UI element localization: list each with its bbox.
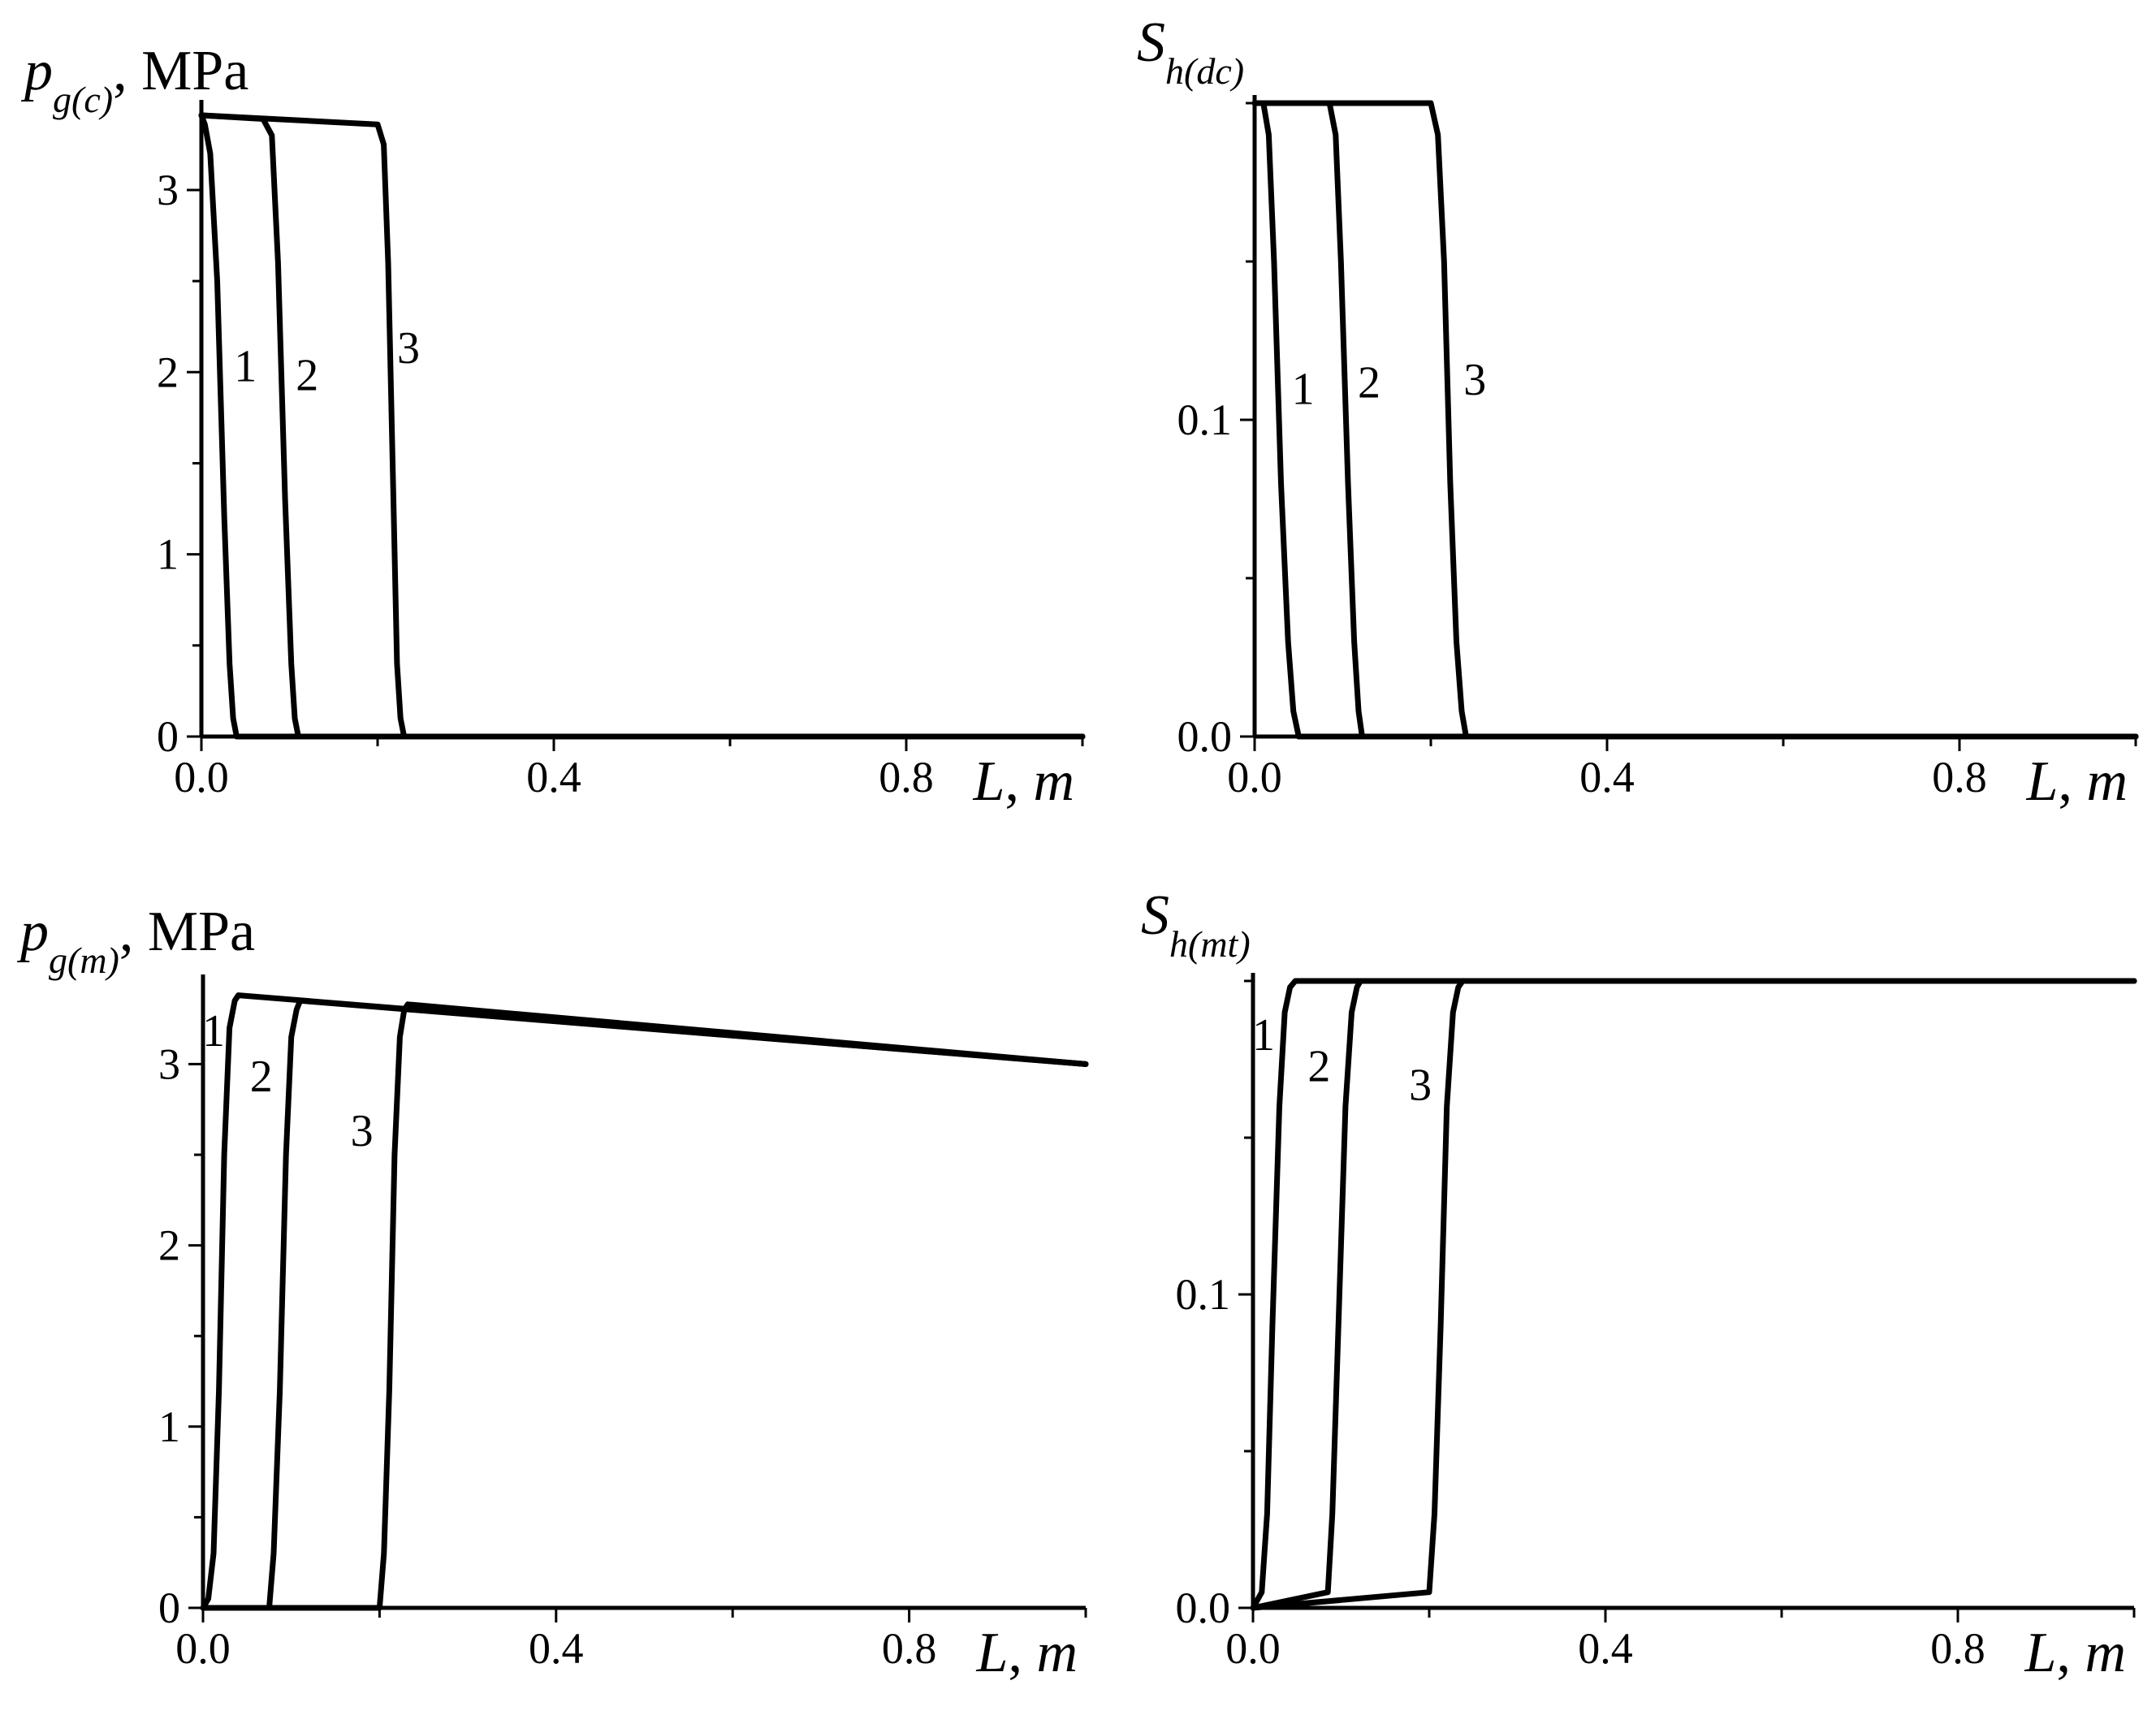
y-tick-label: 0.1	[1177, 395, 1233, 444]
y-tick-label: 1	[158, 1402, 180, 1451]
x-tick-label: 0.8	[1932, 753, 1987, 801]
y-tick-label: 0.0	[1176, 1584, 1231, 1632]
x-axis-title: L, m	[2026, 750, 2128, 813]
series-label-3: 3	[1409, 1061, 1432, 1111]
y-axis-title: Sh(mt)	[1141, 884, 1251, 965]
series-label-1: 1	[1252, 1010, 1275, 1061]
y-tick-label: 0	[157, 712, 179, 761]
x-axis-title: L, m	[973, 750, 1075, 813]
y-tick-label: 0	[158, 1584, 180, 1632]
series-label-1: 1	[1292, 365, 1315, 415]
series-line-3	[1250, 978, 2137, 1611]
series-label-2: 2	[1307, 1042, 1330, 1092]
x-tick-label: 0.4	[1578, 1624, 1633, 1673]
x-tick-label: 0.4	[526, 753, 581, 801]
series-label-2: 2	[296, 351, 318, 401]
y-tick-label: 3	[157, 166, 179, 214]
chart-panel-bottom-right: 0.0 0.4 0.8 0.0 0.1 Sh(mt) L, m 12 3	[1141, 884, 2137, 1684]
series-line-2	[1251, 100, 2139, 740]
y-axis-title: pg(c), MPa	[20, 40, 248, 120]
x-tick-label: 0.4	[529, 1624, 584, 1673]
series-line-3	[200, 1001, 1089, 1611]
series-line-1	[200, 992, 1089, 1611]
y-tick-label: 0.1	[1176, 1270, 1231, 1319]
series-label-1: 1	[234, 342, 257, 392]
series-line-3	[198, 112, 1086, 740]
x-axis-title: L, m	[2024, 1622, 2127, 1684]
y-tick-label: 1	[157, 530, 179, 579]
x-tick-label: 0.8	[879, 753, 934, 801]
y-tick-label: 3	[158, 1039, 180, 1088]
x-tick-label: 0.8	[1930, 1624, 1985, 1673]
x-axis-title: L, m	[976, 1622, 1078, 1684]
y-axis-title: pg(m), MPa	[16, 901, 255, 981]
series-line-1	[198, 112, 1086, 740]
y-axis-title: Sh(dc)	[1137, 11, 1244, 92]
series-label-1: 1	[202, 1006, 225, 1056]
chart-panel-top-right: 0.0 0.4 0.8 0.0 0.1 Sh(dc) L, m 1 2 3	[1137, 11, 2139, 813]
x-tick-label: 0.8	[882, 1624, 937, 1673]
series-line-2	[198, 112, 1086, 740]
series-line-2	[200, 997, 1089, 1611]
series-line-1	[1251, 100, 2139, 740]
x-tick-label: 0.0	[1225, 1624, 1281, 1673]
x-tick-label: 0.4	[1579, 753, 1635, 801]
series-label-3: 3	[397, 323, 420, 374]
series-label-2: 2	[1358, 358, 1380, 408]
series-line-1	[1250, 978, 2137, 1611]
x-tick-label: 0.0	[174, 753, 229, 801]
series-line-3	[1251, 100, 2139, 740]
series-label-2: 2	[250, 1052, 273, 1102]
series-label-3: 3	[351, 1106, 374, 1156]
series-line-2	[1250, 978, 2137, 1611]
x-tick-label: 0.0	[1227, 753, 1282, 801]
y-tick-label: 2	[157, 348, 179, 396]
y-tick-label: 2	[158, 1221, 180, 1270]
x-tick-label: 0.0	[175, 1624, 231, 1673]
series-label-3: 3	[1463, 355, 1486, 405]
y-tick-label: 0.0	[1177, 712, 1233, 761]
